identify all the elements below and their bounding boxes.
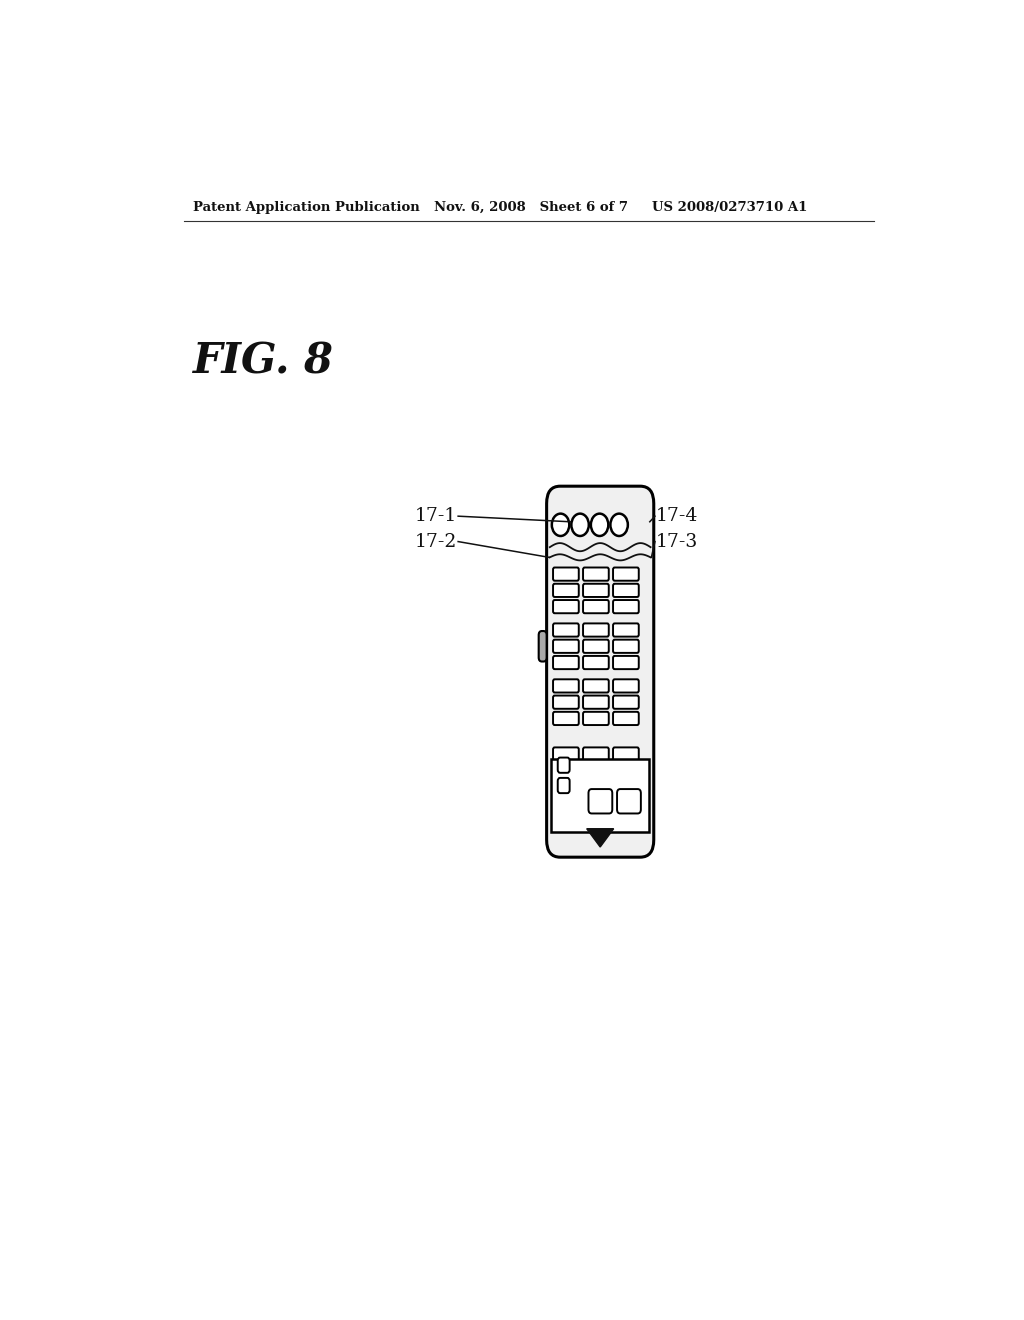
FancyBboxPatch shape	[553, 623, 579, 636]
FancyBboxPatch shape	[613, 583, 639, 597]
FancyBboxPatch shape	[553, 711, 579, 725]
FancyBboxPatch shape	[613, 656, 639, 669]
FancyBboxPatch shape	[553, 568, 579, 581]
Text: Patent Application Publication: Patent Application Publication	[194, 201, 420, 214]
FancyBboxPatch shape	[583, 640, 608, 653]
Text: 17-3: 17-3	[655, 532, 698, 550]
FancyBboxPatch shape	[553, 640, 579, 653]
FancyBboxPatch shape	[613, 623, 639, 636]
Text: 17-1: 17-1	[415, 507, 458, 525]
Circle shape	[610, 513, 628, 536]
FancyBboxPatch shape	[583, 601, 608, 614]
FancyBboxPatch shape	[558, 777, 569, 793]
FancyBboxPatch shape	[613, 568, 639, 581]
FancyBboxPatch shape	[583, 781, 608, 795]
FancyBboxPatch shape	[553, 781, 579, 795]
FancyBboxPatch shape	[553, 696, 579, 709]
FancyBboxPatch shape	[613, 747, 639, 760]
Text: 17-4: 17-4	[655, 507, 698, 525]
FancyBboxPatch shape	[613, 781, 639, 795]
FancyBboxPatch shape	[553, 601, 579, 614]
Text: Nov. 6, 2008   Sheet 6 of 7: Nov. 6, 2008 Sheet 6 of 7	[433, 201, 628, 214]
Polygon shape	[587, 829, 613, 847]
FancyBboxPatch shape	[583, 583, 608, 597]
Text: 17-2: 17-2	[415, 532, 458, 550]
FancyBboxPatch shape	[583, 764, 608, 777]
FancyBboxPatch shape	[613, 764, 639, 777]
FancyBboxPatch shape	[553, 680, 579, 693]
FancyBboxPatch shape	[547, 486, 653, 857]
Circle shape	[571, 513, 589, 536]
FancyBboxPatch shape	[553, 764, 579, 777]
FancyBboxPatch shape	[553, 747, 579, 760]
FancyBboxPatch shape	[613, 680, 639, 693]
FancyBboxPatch shape	[553, 656, 579, 669]
FancyBboxPatch shape	[583, 623, 608, 636]
FancyBboxPatch shape	[539, 631, 547, 661]
FancyBboxPatch shape	[553, 583, 579, 597]
FancyBboxPatch shape	[583, 747, 608, 760]
FancyBboxPatch shape	[583, 711, 608, 725]
FancyBboxPatch shape	[583, 568, 608, 581]
Circle shape	[552, 513, 569, 536]
FancyBboxPatch shape	[613, 696, 639, 709]
Text: FIG. 8: FIG. 8	[194, 341, 334, 383]
Text: US 2008/0273710 A1: US 2008/0273710 A1	[652, 201, 807, 214]
FancyBboxPatch shape	[558, 758, 569, 772]
FancyBboxPatch shape	[583, 696, 608, 709]
FancyBboxPatch shape	[589, 789, 612, 813]
FancyBboxPatch shape	[613, 711, 639, 725]
FancyBboxPatch shape	[617, 789, 641, 813]
FancyBboxPatch shape	[583, 656, 608, 669]
Circle shape	[591, 513, 608, 536]
FancyBboxPatch shape	[613, 601, 639, 614]
FancyBboxPatch shape	[613, 640, 639, 653]
Bar	[551, 759, 649, 832]
FancyBboxPatch shape	[583, 680, 608, 693]
